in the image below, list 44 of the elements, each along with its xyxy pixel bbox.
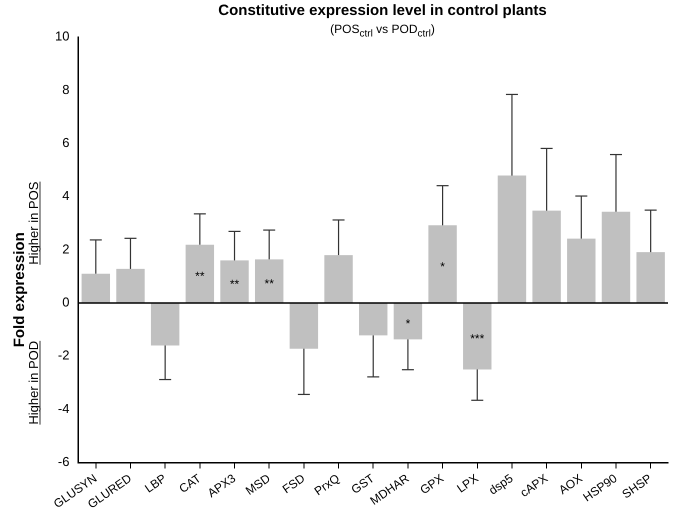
bar <box>220 260 249 303</box>
x-tick-label: CAT <box>176 470 204 496</box>
x-tick-label: LPX <box>454 471 481 496</box>
chart-title: Constitutive expression level in control plants <box>217 2 548 19</box>
bar <box>567 238 596 303</box>
y-tick-label: 10 <box>54 28 70 44</box>
chart-subtitle: (POS$_{ctrl}$ vs POD$_{ctrl}$) <box>329 22 436 40</box>
x-tick-label: FSD <box>280 470 308 496</box>
text: Higher in POS <box>26 181 41 265</box>
bar <box>82 274 110 303</box>
bar <box>602 212 630 303</box>
bar <box>428 225 457 303</box>
y-tick-label: -4 <box>58 400 70 416</box>
y-tick-label: -2 <box>58 348 70 363</box>
y-tick-label: 2 <box>62 241 70 256</box>
bar <box>532 210 561 303</box>
y-tick-label: 6 <box>62 134 70 150</box>
bar <box>186 244 214 303</box>
data-label: ** <box>195 269 205 284</box>
data-label: * <box>406 316 411 330</box>
bar <box>254 259 284 303</box>
x-tick-label: LBP <box>142 471 169 496</box>
y-tick-label: -6 <box>58 454 70 470</box>
bar <box>324 255 353 303</box>
bar <box>498 176 526 303</box>
y-tick-label: 4 <box>62 188 70 204</box>
x-tick-label: MSD <box>242 470 274 498</box>
x-tick-label: GPX <box>417 471 446 498</box>
y-tick-label: 0 <box>62 294 70 310</box>
bar <box>394 302 422 340</box>
bar <box>636 252 665 303</box>
bar <box>290 302 318 349</box>
y-tick-label: 8 <box>62 82 70 97</box>
data-label: * <box>440 259 446 274</box>
text: Higher in POD <box>26 340 41 425</box>
y-axis-title: Fold expression <box>11 232 28 348</box>
bar <box>359 302 388 336</box>
data-label: ** <box>230 276 240 291</box>
data-label: *** <box>470 332 485 346</box>
bar <box>150 302 180 346</box>
data-label: ** <box>264 276 274 290</box>
bar <box>116 268 145 303</box>
bar <box>463 302 492 370</box>
x-tick-label: dsp5 <box>486 470 516 498</box>
